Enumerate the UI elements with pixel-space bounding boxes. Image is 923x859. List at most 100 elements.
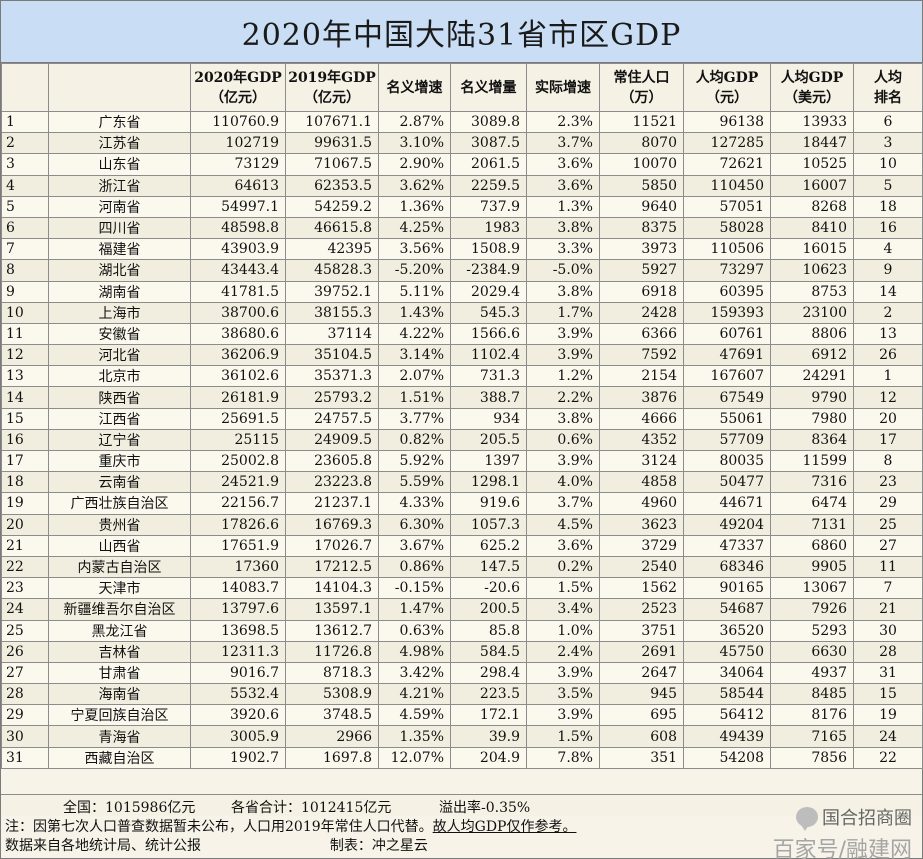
table-cell: 宁夏回族自治区 [48, 704, 191, 727]
table-cell: 8176 [770, 704, 854, 727]
table-cell: 172.1 [450, 704, 527, 727]
table-cell: 2966 [285, 725, 379, 748]
table-cell: 35104.5 [285, 344, 379, 367]
table-cell: 7856 [770, 746, 854, 769]
table-cell: 99631.5 [285, 132, 379, 155]
table-cell: 陕西省 [48, 386, 191, 409]
table-cell: 85.8 [450, 619, 527, 642]
table-cell: -2384.9 [450, 259, 527, 282]
table-cell: 584.5 [450, 640, 527, 663]
table-cell: 8070 [599, 132, 684, 155]
table-cell: 5.11% [378, 280, 451, 303]
table-cell: 54997.1 [190, 195, 286, 218]
table-cell: 17026.7 [285, 534, 379, 557]
table-cell: 8485 [770, 683, 854, 706]
table-cell: 17360 [190, 555, 286, 579]
table-cell: 浙江省 [48, 174, 191, 197]
table-cell: 云南省 [48, 471, 191, 494]
table-cell: 1 [853, 365, 923, 388]
table-cell: 6474 [770, 492, 854, 515]
table-cell: 2.3% [526, 110, 600, 134]
table-row: 22 内蒙古自治区 17360 17212.5 0.86% 147.5 0.2% 2540 68… [1, 555, 923, 579]
table-cell: 1902.7 [190, 746, 286, 769]
table-cell: 14083.7 [190, 577, 286, 600]
table-cell: 731.3 [450, 365, 527, 388]
table-cell: 23605.8 [285, 449, 379, 473]
table-cell: 16007 [770, 174, 854, 197]
table-cell: 102719 [190, 132, 286, 155]
table-cell: 3.67% [378, 534, 451, 557]
table-cell: 7131 [770, 513, 854, 536]
table-cell: 545.3 [450, 301, 527, 324]
table-cell: 13797.6 [190, 598, 286, 621]
table-cell: 10525 [770, 153, 854, 176]
table-cell: 3876 [599, 386, 684, 409]
table-cell: 110450 [683, 174, 771, 197]
table-cell: 24 [853, 725, 923, 748]
table-cell: 0.86% [378, 555, 451, 579]
table-cell: 205.5 [450, 428, 527, 452]
table-cell: 110506 [683, 238, 771, 261]
table-cell: 新疆维吾尔自治区 [48, 598, 191, 621]
table-cell: 351 [599, 746, 684, 769]
table-cell: 26181.9 [190, 386, 286, 409]
table-cell: 11 [1, 322, 49, 346]
table-cell: 37114 [285, 322, 379, 346]
table-cell: 14104.3 [285, 577, 379, 600]
table-cell: -0.15% [378, 577, 451, 600]
table-cell: 3.9% [526, 704, 600, 727]
gdp-table: 2020年GDP （亿元） 2019年GDP （亿元） 名义增速 名义增量 实际增速 常住… [1, 63, 923, 769]
table-cell: 47691 [683, 344, 771, 367]
table-cell: 62353.5 [285, 174, 379, 197]
table-cell: 3.7% [526, 492, 600, 515]
table-cell: 46615.8 [285, 216, 379, 240]
table-cell: 96138 [683, 110, 771, 134]
table-cell: 15 [1, 407, 49, 430]
table-cell: 3.10% [378, 132, 451, 155]
column-header-9: 人均GDP （美元） [770, 63, 854, 112]
watermark: 国合招商圈 百家号/融建网 [773, 804, 912, 859]
table-cell: 56412 [683, 704, 771, 727]
table-cell: 11 [853, 555, 923, 579]
table-cell: 4960 [599, 492, 684, 515]
table-cell: 49439 [683, 725, 771, 748]
table-cell: 河南省 [48, 195, 191, 218]
watermark-top: 国合招商圈 [773, 804, 912, 831]
table-cell: 29 [1, 704, 49, 727]
table-cell: 44671 [683, 492, 771, 515]
table-cell: 15 [853, 683, 923, 706]
table-cell: 11599 [770, 449, 854, 473]
table-cell: 23 [1, 577, 49, 600]
table-cell: 7165 [770, 725, 854, 748]
table-cell: 贵州省 [48, 513, 191, 536]
table-row: 2 江苏省 102719 99631.5 3.10% 3087.5 3.7% 8070 1272… [1, 132, 923, 155]
watermark-source: 百家号/融建网 [772, 838, 912, 859]
table-cell: 43903.9 [190, 238, 286, 261]
table-cell: 2 [853, 301, 923, 324]
table-cell: 7592 [599, 344, 684, 367]
table-row: 28 海南省 5532.4 5308.9 4.21% 223.5 3.5% 945 58544 8… [1, 683, 923, 706]
table-cell: 2523 [599, 598, 684, 621]
table-cell: 16 [1, 428, 49, 452]
table-cell: 2691 [599, 640, 684, 663]
table-row: 13 北京市 36102.6 35371.3 2.07% 731.3 1.2% 2154 167… [1, 365, 923, 388]
table-cell: 1508.9 [450, 238, 527, 261]
table-row: 12 河北省 36206.9 35104.5 3.14% 1102.4 3.9% 7592 47… [1, 344, 923, 367]
table-cell: 25 [853, 513, 923, 536]
table-cell: 110760.9 [190, 110, 286, 134]
table-cell: 4937 [770, 661, 854, 685]
table-cell: 5850 [599, 174, 684, 197]
table-row: 20 贵州省 17826.6 16769.3 6.30% 1057.3 4.5% 3623 49… [1, 513, 923, 536]
table-cell: 0.82% [378, 428, 451, 452]
table-cell: 29 [853, 492, 923, 515]
provinces-gdp-sum: 各省合计：1012415亿元 [231, 800, 392, 816]
table-cell: 388.7 [450, 386, 527, 409]
table-cell: 8718.3 [285, 661, 379, 685]
table-cell: 1566.6 [450, 322, 527, 346]
table-cell: 68346 [683, 555, 771, 579]
table-cell: 22156.7 [190, 492, 286, 515]
table-cell: 6.30% [378, 513, 451, 536]
header-row: 2020年GDP （亿元） 2019年GDP （亿元） 名义增速 名义增量 实际增速 常住… [1, 63, 923, 112]
table-row: 15 江西省 25691.5 24757.5 3.77% 934 3.8% 4666 55061… [1, 407, 923, 430]
table-cell: 24521.9 [190, 471, 286, 494]
